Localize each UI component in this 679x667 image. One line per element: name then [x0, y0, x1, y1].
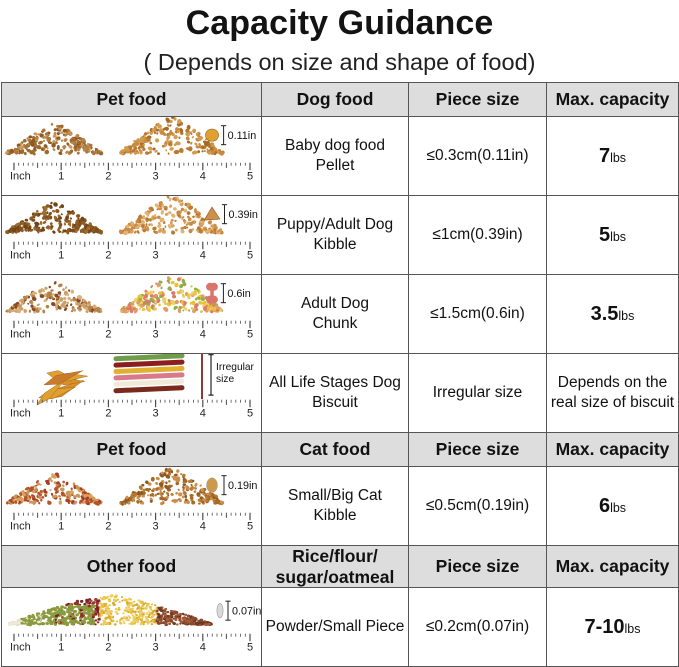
svg-text:2: 2: [105, 250, 111, 262]
svg-text:Inch: Inch: [10, 521, 31, 533]
svg-text:5: 5: [247, 329, 253, 341]
svg-text:Inch: Inch: [10, 171, 31, 183]
svg-text:2: 2: [105, 329, 111, 341]
svg-text:0.07in: 0.07in: [232, 606, 261, 618]
svg-text:size: size: [216, 374, 234, 385]
svg-text:Inch: Inch: [10, 250, 31, 262]
svg-text:Inch: Inch: [10, 329, 31, 341]
svg-text:1: 1: [58, 408, 64, 420]
svg-text:5: 5: [247, 171, 253, 183]
svg-text:0.39in: 0.39in: [229, 209, 258, 221]
svg-text:3: 3: [153, 521, 159, 533]
svg-text:Irregular: Irregular: [216, 362, 255, 373]
svg-text:4: 4: [200, 171, 206, 183]
svg-text:2: 2: [105, 171, 111, 183]
svg-text:0.6in: 0.6in: [227, 288, 250, 300]
svg-text:2: 2: [105, 408, 111, 420]
svg-text:4: 4: [200, 408, 206, 420]
svg-text:3: 3: [153, 329, 159, 341]
svg-text:0.11in: 0.11in: [228, 130, 257, 142]
svg-text:5: 5: [247, 521, 253, 533]
svg-text:2: 2: [105, 521, 111, 533]
svg-text:Inch: Inch: [10, 408, 31, 420]
svg-text:1: 1: [58, 642, 64, 654]
svg-text:3: 3: [153, 642, 159, 654]
svg-text:4: 4: [200, 329, 206, 341]
svg-text:0.19in: 0.19in: [228, 480, 257, 492]
svg-text:1: 1: [58, 171, 64, 183]
svg-text:5: 5: [247, 642, 253, 654]
svg-text:1: 1: [58, 250, 64, 262]
svg-text:5: 5: [247, 250, 253, 262]
svg-text:Inch: Inch: [10, 642, 31, 654]
svg-text:3: 3: [153, 171, 159, 183]
svg-text:3: 3: [153, 250, 159, 262]
svg-text:4: 4: [200, 642, 206, 654]
svg-text:4: 4: [200, 521, 206, 533]
svg-text:5: 5: [247, 408, 253, 420]
svg-text:2: 2: [105, 642, 111, 654]
svg-text:4: 4: [200, 250, 206, 262]
svg-text:1: 1: [58, 521, 64, 533]
svg-text:3: 3: [153, 408, 159, 420]
svg-text:1: 1: [58, 329, 64, 341]
